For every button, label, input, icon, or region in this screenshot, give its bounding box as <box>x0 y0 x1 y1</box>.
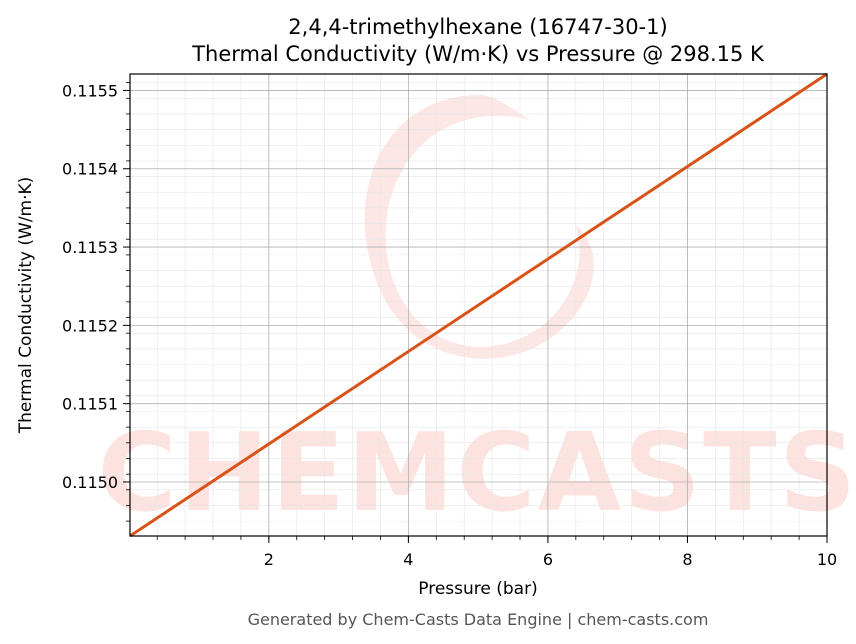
x-tick-label: 2 <box>264 550 274 569</box>
footer-credit: Generated by Chem-Casts Data Engine | ch… <box>248 610 709 629</box>
y-tick-label: 0.1152 <box>62 316 118 335</box>
y-axis-ticks: 0.1150 0.1151 0.1152 0.1153 0.1154 0.1155 <box>62 81 130 522</box>
chart-subtitle: Thermal Conductivity (W/m·K) vs Pressure… <box>191 42 765 66</box>
x-tick-label: 10 <box>817 550 837 569</box>
x-tick-label: 4 <box>403 550 413 569</box>
watermark-text: CHEMCASTS <box>98 411 856 536</box>
series-layer <box>129 72 828 538</box>
watermark-swirl <box>364 95 594 359</box>
y-tick-label: 0.1150 <box>62 473 118 492</box>
x-axis-ticks: 2 4 6 8 10 <box>156 536 837 569</box>
x-tick-label: 8 <box>682 550 692 569</box>
x-axis-label: Pressure (bar) <box>418 579 537 599</box>
y-tick-label: 0.1151 <box>62 395 118 414</box>
y-axis-label: Thermal Conductivity (W/m·K) <box>16 177 36 435</box>
y-tick-label: 0.1155 <box>62 81 118 100</box>
x-tick-label: 6 <box>543 550 553 569</box>
y-tick-label: 0.1153 <box>62 238 118 257</box>
chart-title: 2,4,4-trimethylhexane (16747-30-1) <box>288 15 667 39</box>
y-tick-label: 0.1154 <box>62 160 118 179</box>
plot-frame <box>129 73 828 537</box>
series-line <box>129 72 828 538</box>
